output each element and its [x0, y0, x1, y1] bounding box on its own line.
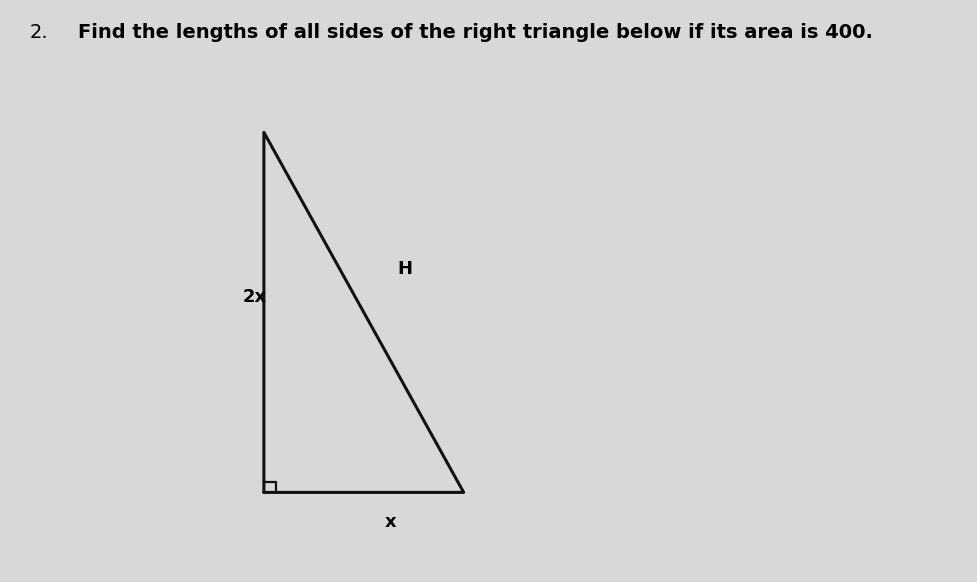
Text: x: x [385, 513, 397, 531]
Text: 2x: 2x [242, 288, 267, 306]
Text: 2.: 2. [29, 23, 48, 42]
Text: H: H [397, 260, 411, 278]
Text: Find the lengths of all sides of the right triangle below if its area is 400.: Find the lengths of all sides of the rig… [78, 23, 872, 42]
